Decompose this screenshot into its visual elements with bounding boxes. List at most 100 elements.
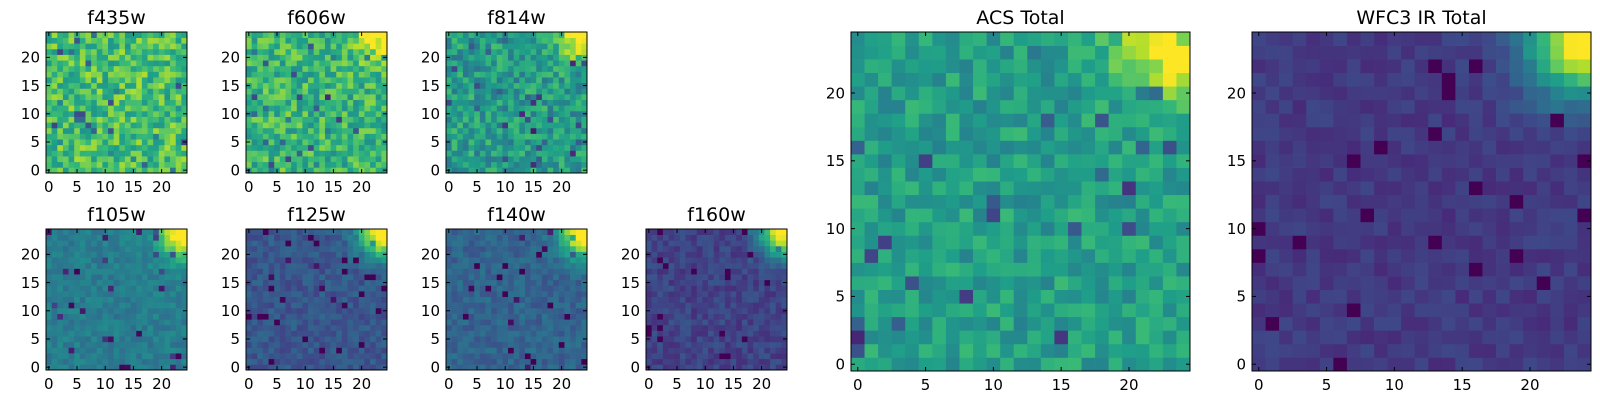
heatmap-cell [496, 144, 503, 151]
heatmap-cell [1054, 316, 1069, 331]
heatmap-cell [91, 156, 98, 163]
heatmap-cell [1095, 303, 1109, 318]
heatmap-cell [136, 161, 143, 168]
heatmap-cell [491, 82, 498, 89]
heatmap-cell [313, 229, 320, 235]
heatmap-cell [986, 235, 1001, 250]
heatmap-cell [302, 60, 309, 67]
heatmap-cell [147, 65, 154, 72]
heatmap-cell [564, 364, 571, 371]
heatmap-cell [651, 279, 658, 286]
heatmap-cell [547, 43, 554, 50]
heatmap-cell [1095, 262, 1109, 277]
heatmap-cell [370, 133, 377, 140]
heatmap-cell [136, 139, 143, 146]
heatmap-cell [102, 330, 109, 337]
heatmap-cell [296, 229, 303, 235]
heatmap-cell [530, 105, 537, 112]
heatmap-cell [541, 279, 548, 286]
heatmap-cell [381, 65, 388, 72]
heatmap-cell [62, 347, 69, 354]
heatmap-cell [347, 364, 354, 371]
heatmap-cell [381, 99, 388, 106]
heatmap-cell [662, 341, 669, 348]
heatmap-cell [524, 167, 531, 174]
heatmap-cell [113, 251, 120, 258]
heatmap-cell [451, 77, 458, 84]
heatmap-cell [302, 144, 309, 151]
heatmap-cell [570, 279, 577, 286]
heatmap-cell [336, 82, 343, 89]
heatmap-cell [102, 161, 109, 168]
heatmap-cell [741, 330, 748, 337]
heatmap-cell [491, 268, 498, 275]
heatmap-cell [51, 144, 58, 151]
heatmap-cell [891, 235, 906, 250]
heatmap-cell [274, 291, 281, 298]
heatmap-cell [291, 353, 298, 360]
heatmap-cell [696, 341, 703, 348]
heatmap-cell [158, 307, 165, 314]
heatmap-cell [274, 110, 281, 117]
heatmap-cell [764, 251, 771, 258]
heatmap-cell [547, 353, 554, 360]
heatmap-cell [285, 274, 292, 281]
heatmap-cell [308, 144, 315, 151]
x-tick-label: 5 [72, 178, 82, 196]
heatmap-cell [741, 274, 748, 281]
heatmap-cell [1149, 343, 1164, 358]
heatmap-cell [364, 65, 371, 72]
heatmap-cell [451, 127, 458, 134]
heatmap-cell [46, 347, 52, 354]
heatmap-cell [513, 341, 520, 348]
heatmap-cell [564, 341, 571, 348]
heatmap-cell [341, 144, 348, 151]
heatmap-cell [468, 65, 475, 72]
heatmap-cell [462, 32, 469, 38]
heatmap-cell [153, 291, 160, 298]
heatmap-cell [375, 88, 382, 95]
heatmap-cell [268, 307, 275, 314]
heatmap-cell [730, 347, 737, 354]
heatmap-cell [319, 234, 326, 241]
heatmap-cell [274, 48, 281, 55]
heatmap-cell [51, 285, 58, 292]
heatmap-cell [68, 133, 75, 140]
heatmap-cell [491, 77, 498, 84]
heatmap-cell [130, 99, 137, 106]
heatmap-cell [319, 161, 326, 168]
heatmap-cell [74, 296, 81, 303]
heatmap-cell [130, 161, 137, 168]
heatmap-cell [119, 43, 126, 50]
heatmap-cell [170, 358, 177, 365]
heatmap-cell [57, 77, 64, 84]
heatmap-cell [85, 54, 92, 61]
heatmap-cell [491, 347, 498, 354]
heatmap-cell [79, 296, 86, 303]
heatmap-cell [313, 268, 320, 275]
heatmap-cell [491, 65, 498, 72]
heatmap-cell [279, 48, 286, 55]
heatmap-cell [945, 262, 960, 277]
heatmap-cell [74, 358, 81, 365]
heatmap-cell [547, 82, 554, 89]
heatmap-cell [51, 336, 58, 343]
heatmap-cell [341, 274, 348, 281]
heatmap-cell [581, 133, 588, 140]
heatmap-cell [381, 341, 388, 348]
heatmap-cell [268, 324, 275, 331]
heatmap-cell [646, 324, 652, 331]
heatmap-cell [336, 251, 343, 258]
heatmap-cell [85, 257, 92, 264]
heatmap-cell [651, 251, 658, 258]
heatmap-cell [541, 43, 548, 50]
heatmap-cell [496, 353, 503, 360]
heatmap-cell [257, 262, 264, 269]
heatmap-cell [181, 347, 188, 354]
heatmap-cell [764, 285, 771, 292]
heatmap-cell [691, 347, 698, 354]
heatmap-cell [851, 357, 865, 372]
heatmap-cell [657, 358, 664, 365]
heatmap-cell [530, 347, 537, 354]
heatmap-cell [891, 181, 906, 196]
